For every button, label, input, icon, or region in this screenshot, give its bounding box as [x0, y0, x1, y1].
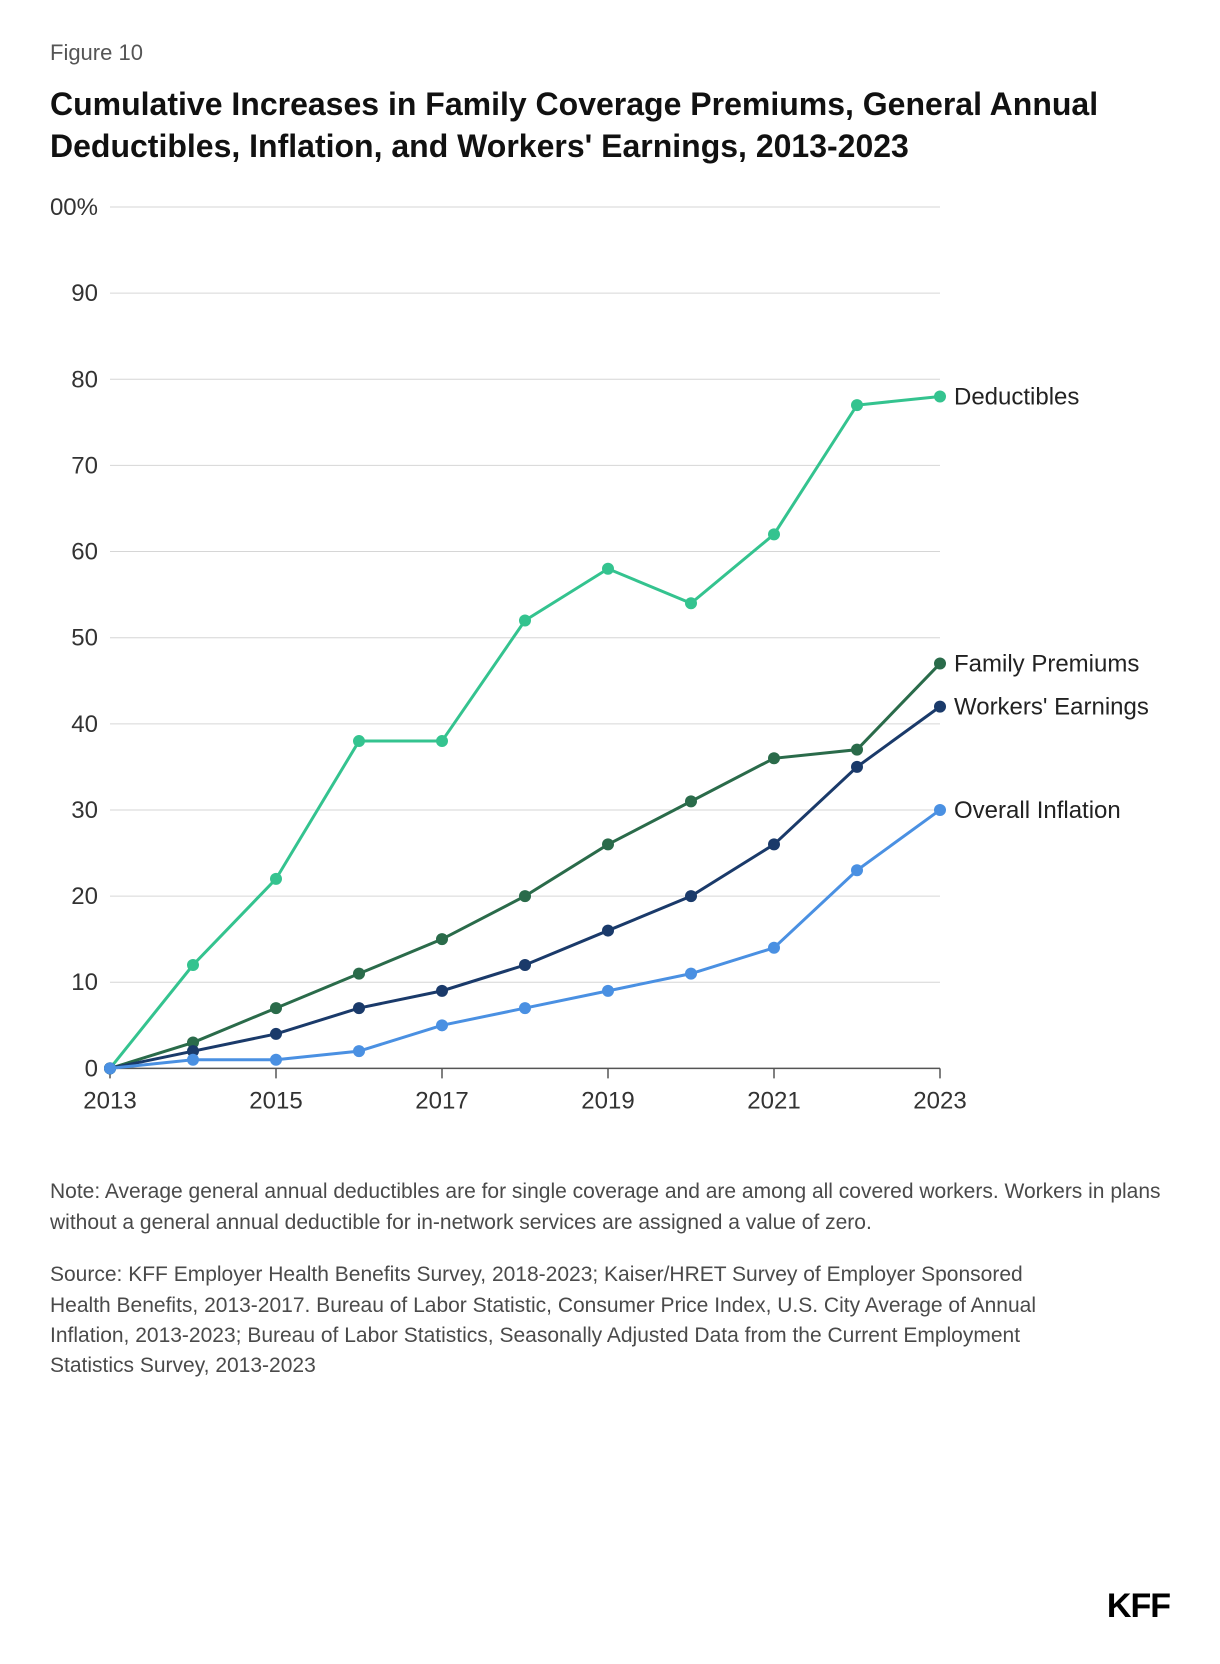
series-label: Family Premiums — [954, 651, 1139, 678]
series-marker — [436, 1020, 448, 1032]
series-marker — [187, 1054, 199, 1066]
y-tick-label: 20 — [71, 883, 98, 910]
y-tick-label: 0 — [85, 1056, 98, 1083]
y-tick-label: 10 — [71, 969, 98, 996]
y-tick-label: 50 — [71, 625, 98, 652]
series-marker — [768, 752, 780, 764]
series-marker — [851, 399, 863, 411]
figure-label: Figure 10 — [50, 40, 1170, 66]
series-marker — [270, 873, 282, 885]
x-tick-label: 2019 — [581, 1088, 634, 1115]
series-marker — [353, 735, 365, 747]
series-marker — [851, 761, 863, 773]
chart-source: Source: KFF Employer Health Benefits Sur… — [50, 1260, 1170, 1382]
series-marker — [353, 1002, 365, 1014]
series-marker — [519, 615, 531, 627]
series-marker — [768, 529, 780, 541]
series-marker — [602, 839, 614, 851]
y-tick-label: 100% — [50, 197, 98, 221]
series-marker — [519, 1002, 531, 1014]
series-marker — [602, 985, 614, 997]
y-tick-label: 80 — [71, 366, 98, 393]
line-chart: 0 10 20 30 40 50 60 70 80 90 100% 2013 2015 2017 2019 2… — [50, 197, 1170, 1137]
series-marker — [685, 890, 697, 902]
kff-logo: KFF — [1107, 1587, 1170, 1626]
y-tick-label: 60 — [71, 539, 98, 566]
series-label: Deductibles — [954, 384, 1079, 411]
series-marker — [685, 597, 697, 609]
series-marker — [768, 839, 780, 851]
y-tick-label: 30 — [71, 797, 98, 824]
series-label: Workers' Earnings — [954, 694, 1149, 721]
y-tick-label: 90 — [71, 280, 98, 307]
series-marker — [353, 968, 365, 980]
series-marker — [519, 890, 531, 902]
x-tick-label: 2015 — [249, 1088, 302, 1115]
series-marker — [436, 933, 448, 945]
series-marker — [436, 735, 448, 747]
x-tick-label: 2021 — [747, 1088, 800, 1115]
series-marker — [602, 925, 614, 937]
series-marker — [851, 864, 863, 876]
series-marker — [353, 1045, 365, 1057]
series-label: Overall Inflation — [954, 797, 1121, 824]
series-marker — [187, 959, 199, 971]
series-marker — [602, 563, 614, 575]
series-marker — [270, 1054, 282, 1066]
x-tick-label: 2017 — [415, 1088, 468, 1115]
series-marker — [685, 968, 697, 980]
x-tick-label: 2023 — [913, 1088, 966, 1115]
series-marker — [685, 796, 697, 808]
y-tick-label: 70 — [71, 453, 98, 480]
series-marker — [851, 744, 863, 756]
series-marker — [934, 701, 946, 713]
series-marker — [104, 1063, 116, 1075]
series-marker — [270, 1028, 282, 1040]
series-marker — [436, 985, 448, 997]
series-marker — [934, 804, 946, 816]
series-marker — [270, 1002, 282, 1014]
y-tick-label: 40 — [71, 711, 98, 738]
chart-title: Cumulative Increases in Family Coverage … — [50, 84, 1170, 167]
series-line-workers-earnings — [110, 707, 940, 1069]
series-marker — [934, 391, 946, 403]
x-tick-label: 2013 — [83, 1088, 136, 1115]
series-marker — [519, 959, 531, 971]
series-line-overall-inflation — [110, 810, 940, 1068]
series-marker — [934, 658, 946, 670]
chart-note: Note: Average general annual deductibles… — [50, 1177, 1170, 1238]
series-marker — [768, 942, 780, 954]
